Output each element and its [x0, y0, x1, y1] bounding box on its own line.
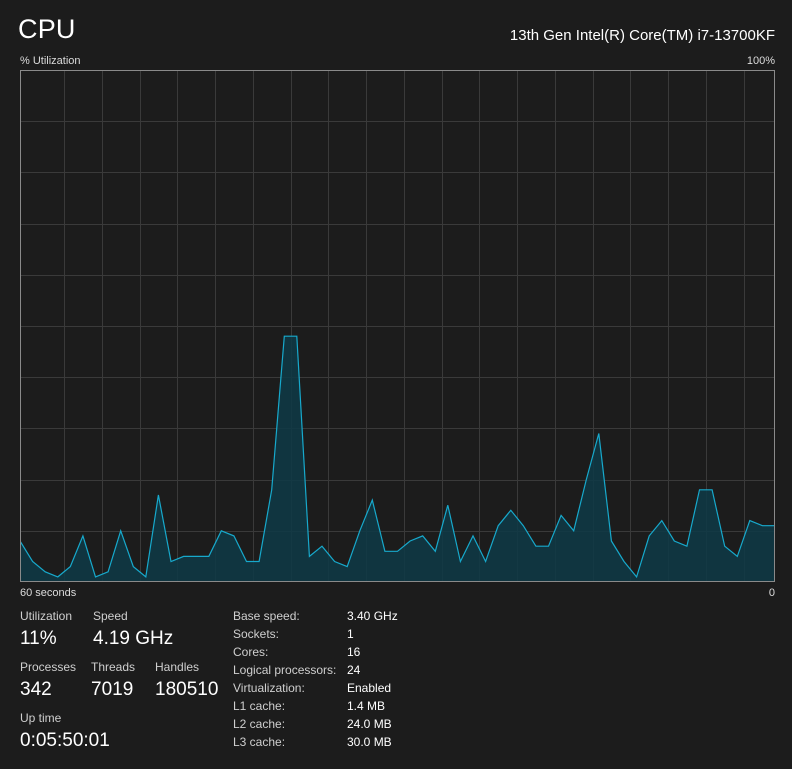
x-axis-left-label: 60 seconds — [20, 587, 77, 599]
spec-key-l1-cache: L1 cache: — [233, 699, 286, 713]
cpu-model-name: 13th Gen Intel(R) Core(TM) i7-13700KF — [509, 27, 775, 44]
spec-key-base-speed: Base speed: — [233, 609, 300, 623]
spec-key-l2-cache: L2 cache: — [233, 717, 286, 731]
graph-grid — [20, 70, 775, 582]
spec-key-sockets: Sockets: — [233, 627, 280, 641]
spec-value-l1-cache: 1.4 MB — [347, 699, 386, 713]
threads-value: 7019 — [91, 679, 134, 700]
graph-border — [20, 70, 775, 582]
page-title: CPU — [18, 14, 76, 44]
spec-value-cores: 16 — [347, 645, 361, 659]
spec-value-base-speed: 3.40 GHz — [347, 609, 398, 623]
spec-value-l3-cache: 30.0 MB — [347, 735, 392, 749]
spec-key-cores: Cores: — [233, 645, 269, 659]
y-axis-max-label: 100% — [746, 55, 775, 67]
handles-label: Handles — [155, 660, 200, 674]
spec-value-sockets: 1 — [347, 627, 354, 641]
utilization-area — [20, 336, 775, 582]
spec-value-virtualization: Enabled — [347, 681, 392, 695]
processes-value: 342 — [20, 679, 52, 700]
cpu-utilization-graph[interactable] — [20, 70, 775, 582]
spec-key-l3-cache: L3 cache: — [233, 735, 286, 749]
threads-label: Threads — [91, 660, 136, 674]
utilization-label: Utilization — [20, 609, 73, 623]
y-axis-label: % Utilization — [20, 55, 81, 67]
spec-value-logical-processors: 24 — [347, 663, 361, 677]
processes-label: Processes — [20, 660, 77, 674]
speed-label: Speed — [93, 609, 128, 623]
x-axis-right-label: 0 — [768, 587, 775, 599]
spec-key-virtualization: Virtualization: — [233, 681, 305, 695]
utilization-value: 11% — [20, 628, 57, 649]
utilization-line — [20, 335, 775, 579]
uptime-value: 0:05:50:01 — [20, 730, 110, 751]
spec-value-l2-cache: 24.0 MB — [347, 717, 392, 731]
handles-value: 180510 — [155, 679, 219, 700]
uptime-label: Up time — [20, 711, 62, 725]
speed-value: 4.19 GHz — [93, 628, 174, 649]
spec-key-logical-processors: Logical processors: — [233, 663, 337, 677]
